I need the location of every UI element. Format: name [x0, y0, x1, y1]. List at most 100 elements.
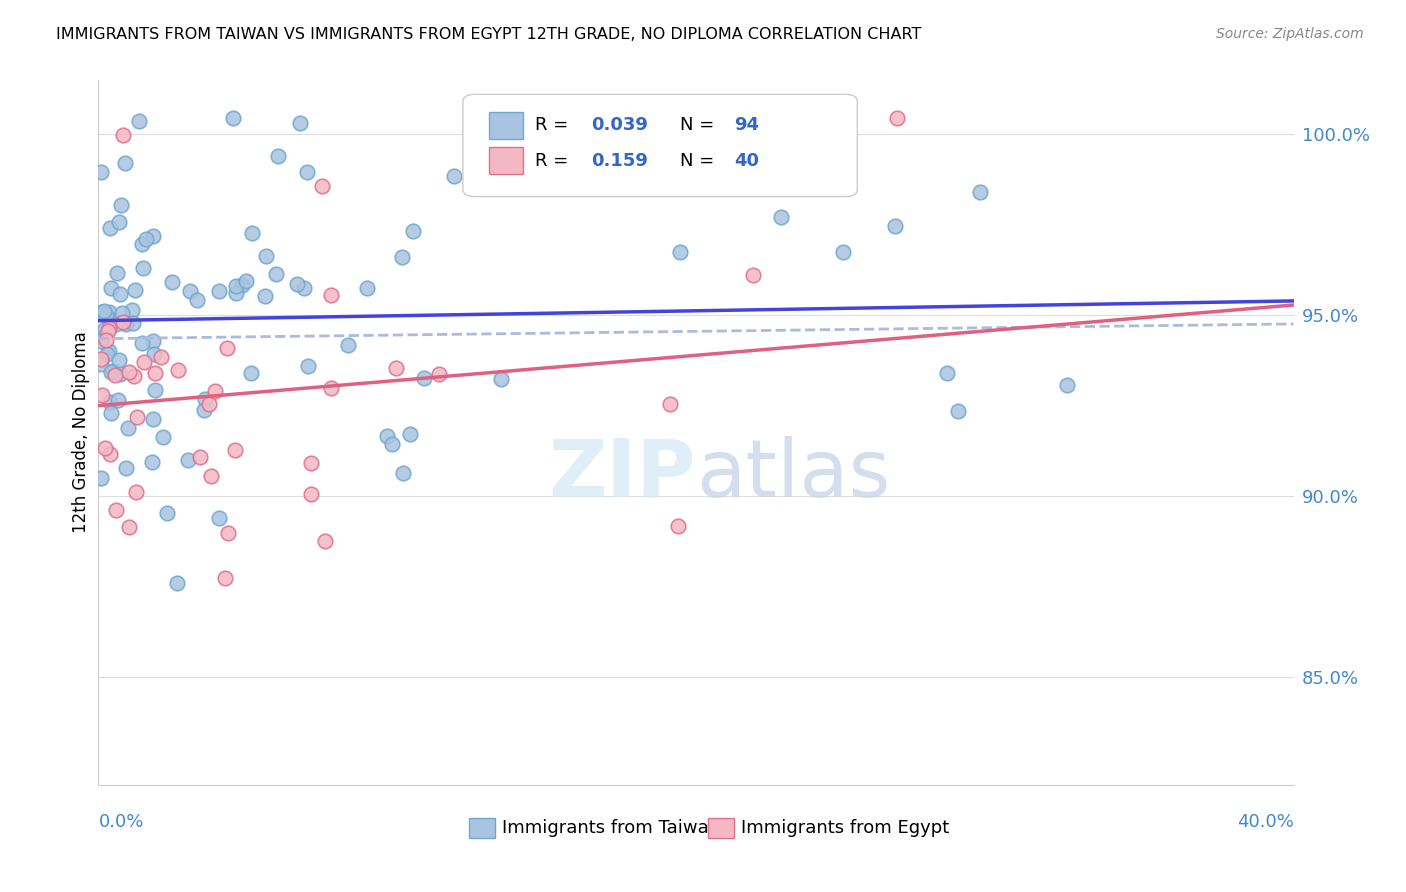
Text: Immigrants from Egypt: Immigrants from Egypt [741, 819, 949, 837]
Point [391, 466, 413, 480]
Text: 94: 94 [734, 116, 759, 135]
Point [114, 156, 136, 170]
Point [105, 266, 128, 280]
Point [104, 368, 127, 382]
Bar [489, 147, 523, 174]
Point [321, 288, 343, 302]
Point [267, 149, 290, 163]
Point [117, 519, 139, 533]
Point [97, 305, 120, 319]
Point [93, 321, 115, 335]
Point [527, 181, 550, 195]
Point [149, 350, 172, 364]
Point [231, 278, 253, 293]
Text: IMMIGRANTS FROM TAIWAN VS IMMIGRANTS FROM EGYPT 12TH GRADE, NO DIPLOMA CORRELATI: IMMIGRANTS FROM TAIWAN VS IMMIGRANTS FRO… [56, 27, 921, 42]
Point [100, 406, 122, 420]
Point [770, 210, 793, 224]
Point [299, 456, 322, 470]
Point [224, 443, 246, 458]
Point [91, 330, 114, 344]
Text: ZIP: ZIP [548, 436, 696, 514]
Point [207, 511, 229, 525]
Point [179, 285, 201, 299]
Point [384, 360, 406, 375]
Point [217, 341, 239, 355]
Point [297, 359, 319, 373]
Point [659, 396, 682, 410]
Point [143, 347, 166, 361]
Point [254, 289, 277, 303]
Point [97, 324, 120, 338]
Text: N =: N = [681, 152, 720, 169]
Point [121, 303, 143, 318]
Point [108, 353, 131, 368]
Point [742, 268, 765, 283]
Point [110, 198, 132, 212]
Text: N =: N = [681, 116, 720, 135]
Point [90, 351, 112, 366]
Point [319, 381, 342, 395]
Point [142, 229, 165, 244]
Point [122, 316, 145, 330]
Text: atlas: atlas [696, 436, 890, 514]
Point [225, 279, 247, 293]
Point [217, 526, 239, 541]
Point [222, 111, 245, 125]
Point [152, 430, 174, 444]
Point [131, 236, 153, 251]
Point [134, 355, 156, 369]
Bar [489, 112, 523, 139]
Point [114, 461, 136, 475]
Point [381, 437, 404, 451]
Point [117, 420, 139, 434]
Point [93, 304, 115, 318]
Point [91, 388, 114, 402]
Point [375, 429, 398, 443]
Point [118, 365, 141, 379]
Point [831, 245, 853, 260]
Point [124, 485, 146, 500]
Point [100, 313, 122, 327]
Point [288, 116, 311, 130]
Point [100, 221, 122, 235]
Point [427, 367, 450, 381]
Point [108, 367, 131, 381]
Point [214, 571, 236, 585]
Point [204, 384, 226, 399]
Point [107, 392, 129, 407]
Point [402, 224, 425, 238]
Point [666, 519, 689, 533]
Text: 40.0%: 40.0% [1237, 814, 1294, 831]
Point [105, 502, 128, 516]
Point [96, 347, 118, 361]
Bar [470, 818, 495, 838]
Point [167, 362, 190, 376]
Point [264, 267, 287, 281]
Point [90, 471, 112, 485]
Point [311, 179, 333, 194]
Point [98, 447, 121, 461]
Point [659, 110, 682, 124]
Point [97, 344, 120, 359]
Y-axis label: 12th Grade, No Diploma: 12th Grade, No Diploma [72, 332, 90, 533]
Point [156, 506, 179, 520]
Point [124, 283, 146, 297]
Point [489, 372, 512, 386]
Point [112, 128, 135, 142]
Point [969, 185, 991, 199]
Point [295, 164, 318, 178]
Text: Source: ZipAtlas.com: Source: ZipAtlas.com [1216, 27, 1364, 41]
Point [132, 260, 155, 275]
Point [186, 293, 208, 307]
Point [413, 371, 436, 385]
Point [443, 169, 465, 183]
Point [1056, 377, 1078, 392]
Text: R =: R = [534, 116, 574, 135]
Point [254, 249, 277, 263]
Point [108, 215, 131, 229]
Point [160, 276, 183, 290]
Point [398, 427, 420, 442]
Point [356, 281, 378, 295]
Point [100, 365, 122, 379]
Point [100, 280, 122, 294]
